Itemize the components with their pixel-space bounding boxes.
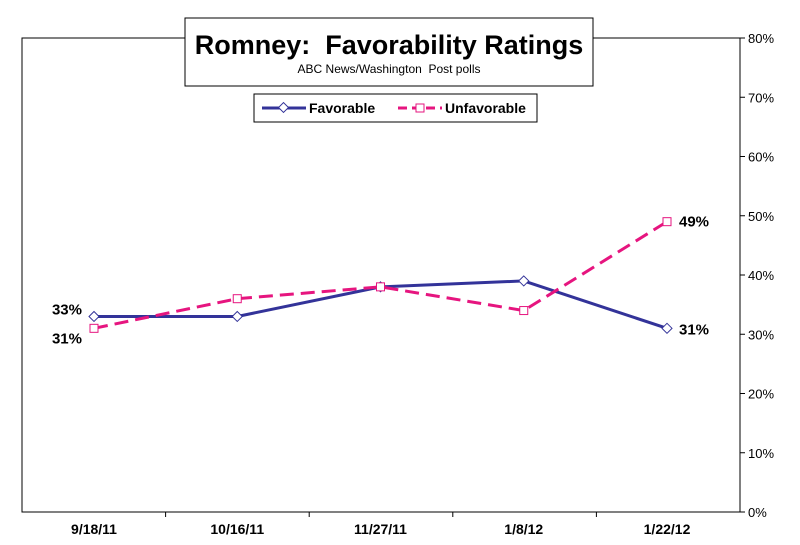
y-tick-label: 80%	[748, 31, 774, 46]
x-tick-label: 1/22/12	[644, 521, 691, 537]
data-point	[376, 282, 385, 292]
x-tick-label: 1/8/12	[504, 521, 543, 537]
data-point	[518, 275, 530, 287]
y-tick-label: 20%	[748, 387, 774, 402]
data-point	[232, 294, 242, 304]
x-tick-label: 10/16/11	[210, 521, 264, 537]
y-tick-label: 40%	[748, 268, 774, 283]
x-tick-label: 9/18/11	[71, 521, 117, 537]
series-unfavorable	[89, 217, 672, 333]
y-axis: 0% 10% 20% 30% 40% 50% 60% 70% 80%	[740, 31, 774, 520]
x-tick-label: 11/27/11	[354, 521, 407, 537]
data-label: 31%	[679, 321, 709, 338]
series-line	[93, 220, 668, 330]
legend: Favorable Unfavorable	[253, 93, 538, 123]
data-point	[89, 323, 99, 333]
chart-subtitle: ABC News/Washington Post polls	[298, 62, 481, 76]
series-layer	[88, 217, 673, 335]
x-axis: 9/18/11 10/16/11 11/27/11 1/8/12 1/22/12	[71, 512, 691, 537]
diamond-marker-icon	[277, 101, 290, 114]
data-labels: 33% 31% 49% 31%	[52, 214, 709, 348]
y-tick-label: 30%	[748, 327, 774, 342]
data-point	[88, 310, 100, 323]
data-label: 31%	[52, 330, 82, 347]
legend-item-favorable: Favorable	[262, 100, 375, 116]
legend-label-favorable: Favorable	[309, 100, 375, 116]
legend-item-unfavorable: Unfavorable	[398, 100, 526, 116]
y-tick-label: 70%	[748, 90, 774, 105]
data-label: 33%	[52, 301, 82, 318]
legend-label-unfavorable: Unfavorable	[445, 100, 526, 116]
data-point	[661, 322, 673, 335]
y-tick-label: 60%	[748, 150, 774, 165]
y-tick-label: 10%	[748, 446, 774, 461]
y-tick-label: 50%	[748, 209, 774, 224]
data-label: 49%	[679, 214, 709, 231]
data-point	[231, 310, 243, 323]
data-point	[519, 306, 529, 316]
chart-title: Romney: Favorability Ratings	[195, 30, 584, 60]
data-point	[662, 217, 672, 227]
y-tick-label: 0%	[748, 505, 767, 520]
title-box: Romney: Favorability Ratings ABC News/Wa…	[184, 17, 594, 87]
square-marker-icon	[415, 103, 425, 113]
